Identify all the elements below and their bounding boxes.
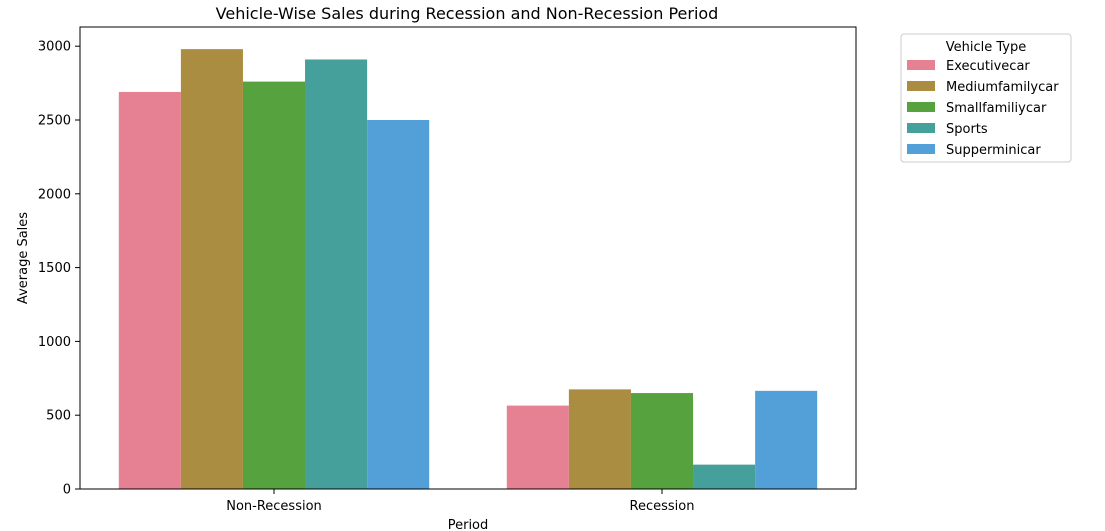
legend-swatch	[907, 81, 935, 91]
bar-sports-recession	[693, 464, 756, 489]
bar-sports-non-recession	[305, 59, 368, 490]
bar-smallfamiliycar-non-recession	[242, 81, 306, 490]
y-tick-label: 3000	[38, 40, 71, 55]
bar-executivecar-non-recession	[118, 91, 181, 490]
y-tick-label: 2500	[38, 113, 71, 128]
legend-frame	[900, 33, 1072, 163]
plot-area-frame	[79, 26, 857, 490]
bar-executivecar-recession	[506, 405, 569, 489]
legend-swatch	[907, 102, 935, 112]
bar-supperminicar-non-recession	[367, 119, 430, 489]
legend-swatch	[907, 144, 935, 154]
y-tick-label: 2000	[38, 187, 71, 202]
bar-supperminicar-recession	[755, 390, 818, 489]
legend-swatch	[907, 60, 935, 70]
legend-swatch	[907, 123, 935, 133]
y-tick-label: 500	[46, 409, 71, 424]
legend: Vehicle Type Executivecar Mediumfamilycar…	[900, 33, 1072, 163]
bar-smallfamiliycar-recession	[630, 393, 694, 489]
y-axis-label: Average Sales	[16, 212, 31, 304]
y-tick-label: 1500	[38, 261, 71, 276]
legend-label: Mediumfamilycar	[946, 80, 1059, 95]
legend-label: Smallfamiliycar	[946, 101, 1047, 116]
x-axis: Non-Recession Recession	[226, 489, 694, 514]
y-axis: 0 500 1000 1500 2000 2500 3000	[38, 40, 80, 498]
bar-mediumfamilycar-non-recession	[180, 49, 243, 490]
legend-label: Supperminicar	[946, 143, 1041, 158]
legend-items: Executivecar Mediumfamilycar Smallfamiliyc…	[907, 59, 1059, 158]
y-tick-label: 1000	[38, 335, 71, 350]
x-tick-label: Non-Recession	[226, 499, 322, 514]
bar-mediumfamilycar-recession	[568, 389, 631, 489]
legend-label: Executivecar	[946, 59, 1030, 74]
x-tick-label: Recession	[630, 499, 695, 514]
legend-label: Sports	[946, 122, 988, 137]
chart-title: Vehicle-Wise Sales during Recession and …	[216, 4, 719, 23]
legend-title: Vehicle Type	[946, 40, 1026, 55]
bars-group	[118, 49, 818, 490]
y-tick-label: 0	[63, 483, 71, 498]
x-axis-label: Period	[448, 518, 489, 531]
